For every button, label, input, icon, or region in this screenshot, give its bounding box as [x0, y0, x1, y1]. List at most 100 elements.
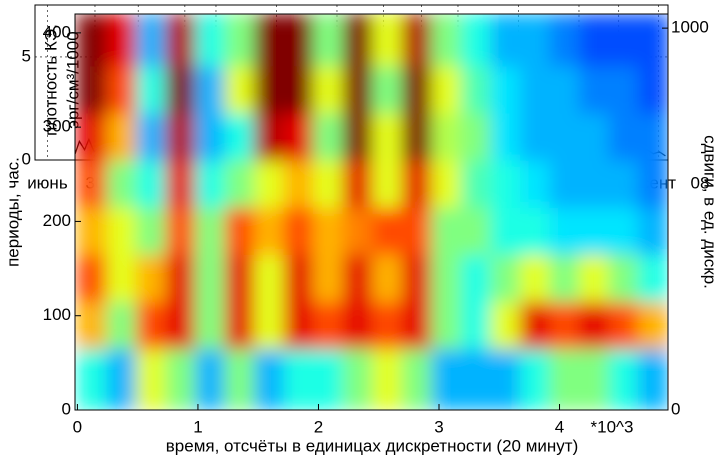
heatmap-cell — [578, 14, 610, 67]
heatmap-cell — [165, 14, 197, 67]
heatmap-cell — [76, 112, 108, 161]
heatmap-cell — [165, 112, 197, 161]
heatmap-cell — [283, 253, 315, 303]
heatmap-cell — [254, 65, 285, 114]
y-axis-label: периоды, час. — [3, 157, 22, 267]
y-tick-label: 300 — [43, 117, 71, 136]
heatmap-cell — [431, 159, 462, 208]
heatmap-cell — [195, 14, 226, 67]
heatmap-cell — [637, 348, 668, 410]
heatmap-cell — [637, 301, 668, 350]
heatmap-cell — [460, 348, 492, 410]
heatmap-cell — [372, 14, 403, 67]
heatmap-cell — [76, 206, 108, 255]
heatmap-cell — [608, 65, 639, 114]
heatmap-cell — [76, 14, 108, 67]
heatmap-cell — [608, 14, 639, 67]
heatmap-cell — [313, 14, 344, 67]
heatmap-cell — [549, 14, 580, 67]
y2-tick-label: 0 — [671, 399, 680, 418]
heatmap-cell — [519, 112, 551, 161]
heatmap-cell — [490, 253, 521, 303]
heatmap-cell — [372, 206, 403, 255]
heatmap-cell — [254, 206, 285, 255]
heatmap-cell — [254, 14, 285, 67]
heatmap-cell — [460, 112, 492, 161]
heatmap-cell — [283, 206, 315, 255]
heatmap-cell — [283, 348, 315, 410]
heatmap-cell — [637, 14, 668, 67]
heatmap-cell — [608, 301, 639, 350]
heatmap-cell — [549, 348, 580, 410]
heatmap-cell — [135, 159, 167, 208]
heatmap-cell — [195, 206, 226, 255]
heatmap-cell — [490, 112, 521, 161]
heatmap-cell — [431, 112, 462, 161]
heatmap-cell — [224, 206, 256, 255]
heatmap-cell — [195, 348, 226, 410]
heatmap-cell — [254, 159, 285, 208]
heatmap-cell — [460, 301, 492, 350]
heatmap-cell — [283, 14, 315, 67]
heatmap-cell — [519, 65, 551, 114]
heatmap-cell — [431, 65, 462, 114]
heatmap-cell — [135, 253, 167, 303]
heatmap-cell — [519, 14, 551, 67]
x-axis-label: время, отсчёты в единицах дискретности (… — [166, 436, 579, 455]
heatmap-cell — [401, 301, 433, 350]
axis-annotation: *10^3 — [591, 417, 634, 436]
heatmap-blur — [76, 14, 668, 410]
heatmap-cells — [76, 14, 668, 410]
heatmap-cell — [519, 348, 551, 410]
heatmap-cell — [106, 159, 137, 208]
x-tick-label: 08 — [691, 173, 710, 192]
heatmap-cell — [401, 348, 433, 410]
heatmap-cell — [224, 159, 256, 208]
heatmap-cell — [195, 159, 226, 208]
heatmap-cell — [578, 301, 610, 350]
heatmap-cell — [401, 253, 433, 303]
heatmap-cell — [637, 159, 668, 208]
heatmap-cell — [342, 348, 374, 410]
x-tick-label: июнь — [27, 173, 68, 192]
y2-axis-label: сдвиги, в ед. дискр. — [701, 135, 720, 289]
y-tick-label: 5 — [22, 46, 31, 65]
heatmap-cell — [313, 112, 344, 161]
heatmap-cell — [460, 206, 492, 255]
heatmap-cell — [401, 159, 433, 208]
heatmap-cell — [283, 112, 315, 161]
heatmap-cell — [490, 206, 521, 255]
heatmap-cell — [608, 206, 639, 255]
heatmap-cell — [135, 65, 167, 114]
heatmap-cell — [372, 301, 403, 350]
heatmap-cell — [165, 301, 197, 350]
heatmap-cell — [313, 301, 344, 350]
heatmap-cell — [460, 65, 492, 114]
heatmap-cell — [460, 253, 492, 303]
heatmap-cell — [608, 112, 639, 161]
heatmap-cell — [106, 253, 137, 303]
plot-frame — [74, 13, 669, 411]
heatmap-cell — [431, 206, 462, 255]
heatmap-cell — [342, 301, 374, 350]
heatmap-cell — [135, 112, 167, 161]
heatmap-cell — [578, 206, 610, 255]
heatmap-cell — [254, 253, 285, 303]
heatmap-cell — [313, 253, 344, 303]
heatmap-cell — [283, 301, 315, 350]
heatmap-cell — [313, 65, 344, 114]
heatmap-cell — [372, 348, 403, 410]
heatmap-cell — [224, 348, 256, 410]
heatmap-cell — [342, 65, 374, 114]
heatmap-cell — [519, 253, 551, 303]
heatmap-cell — [578, 253, 610, 303]
heatmap-cell — [549, 206, 580, 255]
heatmap-cell — [254, 348, 285, 410]
x-tick-label: 0 — [73, 417, 82, 436]
heatmap-cell — [76, 159, 108, 208]
heatmap-cell — [519, 159, 551, 208]
heatmap-cell — [490, 65, 521, 114]
y-tick-label: 100 — [43, 305, 71, 324]
y-tick-label: 200 — [43, 211, 71, 230]
